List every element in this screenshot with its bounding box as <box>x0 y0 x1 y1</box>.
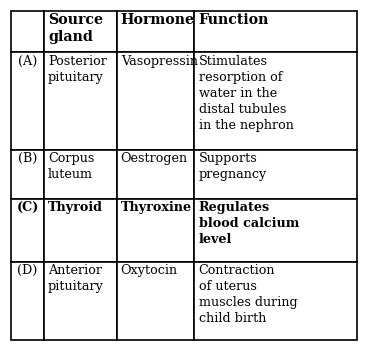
Text: Anterior
pituitary: Anterior pituitary <box>48 264 104 293</box>
Text: Thyroxine: Thyroxine <box>121 201 192 214</box>
Bar <box>44 10 117 52</box>
Bar <box>44 150 117 198</box>
Text: (C): (C) <box>16 201 39 214</box>
Text: Oestrogen: Oestrogen <box>121 152 188 165</box>
Text: (D): (D) <box>17 264 38 278</box>
Bar <box>194 52 357 150</box>
Text: Vasopressin: Vasopressin <box>121 55 198 68</box>
Bar <box>44 52 117 150</box>
Bar <box>11 150 44 198</box>
Bar <box>11 198 44 262</box>
Bar <box>194 10 357 52</box>
Bar <box>194 262 357 340</box>
Text: (A): (A) <box>18 55 37 68</box>
Bar <box>44 262 117 340</box>
Bar <box>194 150 357 198</box>
Text: Posterior
pituitary: Posterior pituitary <box>48 55 107 84</box>
Bar <box>117 198 194 262</box>
Bar <box>117 150 194 198</box>
Bar <box>11 10 44 52</box>
Text: Hormone: Hormone <box>121 13 195 27</box>
Text: Thyroid: Thyroid <box>48 201 103 214</box>
Text: Source
gland: Source gland <box>48 13 103 44</box>
Bar <box>11 52 44 150</box>
Bar <box>117 262 194 340</box>
Text: Corpus
luteum: Corpus luteum <box>48 152 95 181</box>
Bar <box>117 52 194 150</box>
Bar <box>44 198 117 262</box>
Bar <box>11 262 44 340</box>
Text: Regulates
blood calcium
level: Regulates blood calcium level <box>198 201 299 246</box>
Text: Stimulates
resorption of
water in the
distal tubules
in the nephron: Stimulates resorption of water in the di… <box>198 55 293 132</box>
Text: Function: Function <box>198 13 269 27</box>
Text: Supports
pregnancy: Supports pregnancy <box>198 152 267 181</box>
Bar <box>194 198 357 262</box>
Bar <box>117 10 194 52</box>
Text: Contraction
of uterus
muscles during
child birth: Contraction of uterus muscles during chi… <box>198 264 297 326</box>
Text: (B): (B) <box>18 152 37 165</box>
Text: Oxytocin: Oxytocin <box>121 264 178 278</box>
